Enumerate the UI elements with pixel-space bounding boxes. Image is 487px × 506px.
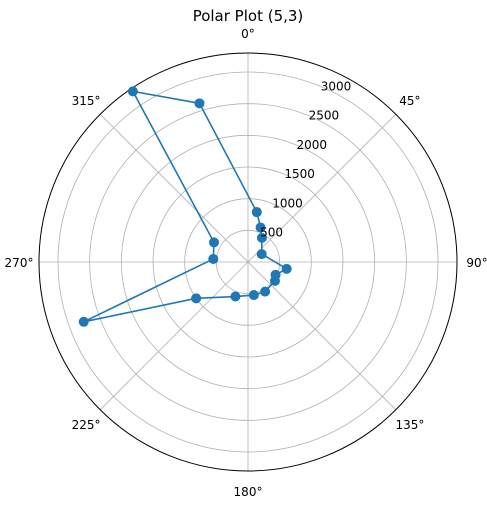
radial-tick-label: 1000 — [272, 196, 303, 210]
angle-tick-label: 90° — [466, 256, 487, 270]
series-line — [82, 90, 288, 323]
data-point — [255, 222, 266, 233]
data-point — [269, 275, 280, 286]
data-point — [248, 290, 259, 301]
radial-tick-label: 2500 — [309, 109, 340, 123]
angular-gridline — [247, 261, 397, 411]
data-point — [191, 293, 202, 304]
radial-tick-label: 3000 — [321, 79, 352, 93]
angle-tick-label: 270° — [5, 256, 34, 270]
angle-tick-label: 315° — [72, 94, 101, 108]
data-point — [208, 237, 219, 248]
data-point — [230, 291, 241, 302]
data-point — [251, 207, 262, 218]
angle-tick-label: 45° — [399, 94, 420, 108]
chart-title: Polar Plot (5,3) — [193, 7, 304, 25]
data-point — [256, 232, 267, 243]
radial-tick-label: 500 — [260, 226, 283, 240]
angular-gridline — [99, 261, 249, 411]
axis-layer — [38, 52, 458, 472]
data-point — [281, 263, 292, 274]
data-point — [260, 286, 271, 297]
radial-tick-label: 2000 — [296, 138, 327, 152]
angle-tick-label: 225° — [72, 418, 101, 432]
data-point — [194, 98, 205, 109]
grid-layer — [39, 53, 457, 471]
label-layer: 0° 45° 90° 135° 180° 225° 270° 315° 500 1000 1500 2… — [5, 27, 487, 499]
data-point — [208, 253, 219, 264]
angle-tick-label: 0° — [241, 27, 255, 41]
angle-tick-label: 135° — [395, 418, 424, 432]
data-point — [127, 86, 138, 97]
series-layer — [78, 86, 292, 327]
angular-gridline — [99, 113, 249, 263]
polar-frame — [38, 52, 458, 472]
angle-tick-label: 180° — [234, 485, 263, 499]
angular-gridline — [247, 113, 397, 263]
radial-tick-label: 1500 — [284, 167, 315, 181]
data-point — [78, 316, 89, 327]
data-point — [256, 249, 267, 260]
